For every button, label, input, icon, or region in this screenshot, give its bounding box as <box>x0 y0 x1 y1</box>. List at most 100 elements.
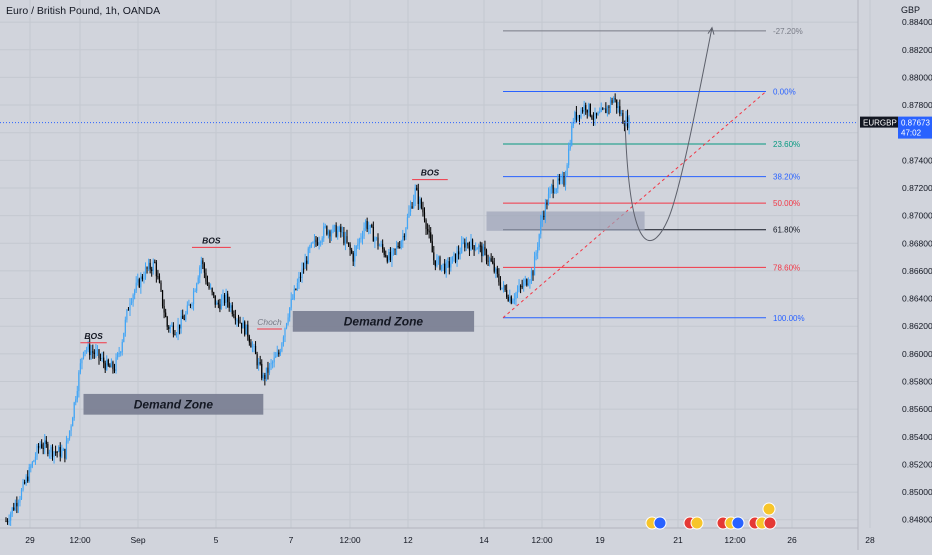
candle-body <box>244 321 246 335</box>
candle-body <box>99 358 102 360</box>
candle-body <box>416 187 418 191</box>
candle-body <box>386 256 388 262</box>
candle-body <box>123 332 125 342</box>
candle-body <box>619 106 621 114</box>
x-tick-label: Sep <box>130 535 145 545</box>
candle-body <box>608 106 610 108</box>
y-tick-label: 0.85800 <box>902 376 932 386</box>
candle-body <box>433 252 435 261</box>
candle-body <box>444 263 446 273</box>
candle-body <box>506 290 508 298</box>
candle-body <box>620 112 622 114</box>
event-marker-icon[interactable] <box>762 502 776 516</box>
candle-body <box>182 315 184 319</box>
candle-body <box>414 187 416 200</box>
candle-body <box>547 193 550 205</box>
symbol-tag-text: EURGBP <box>863 119 897 128</box>
candle-body <box>81 358 83 364</box>
candle-body <box>84 350 86 353</box>
candle-body <box>95 350 97 355</box>
candle-body <box>454 253 457 263</box>
candle-body <box>504 285 506 291</box>
x-tick-label: 5 <box>214 535 219 545</box>
candle-body <box>518 285 520 291</box>
y-tick-label: 0.86000 <box>902 349 932 359</box>
candle-body <box>41 444 43 448</box>
candle-body <box>343 232 345 244</box>
candle-body <box>613 98 615 103</box>
candle-body <box>197 277 199 284</box>
candle-body <box>169 326 171 330</box>
candle-body <box>307 248 309 264</box>
event-marker-icon[interactable] <box>690 516 704 530</box>
candle-body <box>265 367 267 380</box>
y-tick-label: 0.85000 <box>902 487 932 497</box>
candle-body <box>92 351 94 353</box>
candle-body <box>479 245 481 247</box>
x-tick-label: 12:00 <box>339 535 361 545</box>
candle-body <box>440 264 443 270</box>
candle-body <box>606 106 608 114</box>
candle-body <box>588 103 590 113</box>
candle-body <box>290 298 292 308</box>
candle-body <box>220 299 223 310</box>
candle-body <box>262 375 264 379</box>
candle-body <box>247 324 249 337</box>
candle-body <box>468 245 471 251</box>
candle-body <box>549 188 551 194</box>
candle-body <box>597 112 599 116</box>
y-tick-label: 0.85200 <box>902 459 932 469</box>
demand-zone <box>292 310 475 332</box>
candle-body <box>371 224 373 227</box>
event-markers <box>645 502 777 530</box>
candle-body <box>126 309 128 320</box>
demand-zones: Demand Zone Demand Zone <box>83 211 645 415</box>
candle-body <box>330 232 333 237</box>
candle-body <box>205 272 207 282</box>
candle-body <box>132 294 134 302</box>
event-marker-icon[interactable] <box>653 516 667 530</box>
demand-zone <box>486 211 645 231</box>
candle-body <box>34 456 37 461</box>
candle-body <box>453 253 455 257</box>
candle-body <box>368 228 370 230</box>
x-tick-label: 29 <box>25 535 35 545</box>
candle-body <box>558 178 560 181</box>
candle-body <box>561 176 564 178</box>
candle-body <box>411 206 413 209</box>
candle-body <box>213 292 215 296</box>
candle-body <box>293 288 295 299</box>
x-tick-label: 28 <box>865 535 875 545</box>
candle-body <box>287 317 289 324</box>
candle-body <box>394 248 396 250</box>
candle-body <box>58 447 60 453</box>
candle-body <box>524 279 526 283</box>
candle-body <box>259 362 261 364</box>
candle-body <box>61 450 63 457</box>
candle-body <box>403 236 405 238</box>
candle-body <box>185 313 187 320</box>
candle-body <box>501 287 503 289</box>
candle-body <box>523 282 525 287</box>
candle-body <box>234 316 236 321</box>
candle-body <box>281 343 283 352</box>
candle-body <box>42 447 44 449</box>
candle-body <box>217 302 219 305</box>
candle-body <box>120 352 122 354</box>
candle-body <box>582 110 584 112</box>
candle-body <box>448 261 450 268</box>
fib-level-label: 61.80% <box>773 226 800 235</box>
y-tick-label: 0.87200 <box>902 183 932 193</box>
candle-body <box>552 184 554 194</box>
candle-body <box>320 241 322 243</box>
candle-body <box>79 363 81 373</box>
candle-body <box>358 238 360 245</box>
event-marker-icon[interactable] <box>763 516 777 530</box>
demand-zone <box>83 393 264 415</box>
candle-body <box>214 295 216 305</box>
candle-body <box>315 239 317 243</box>
candle-body <box>206 281 209 286</box>
candle-body <box>512 300 514 304</box>
event-marker-icon[interactable] <box>731 516 745 530</box>
